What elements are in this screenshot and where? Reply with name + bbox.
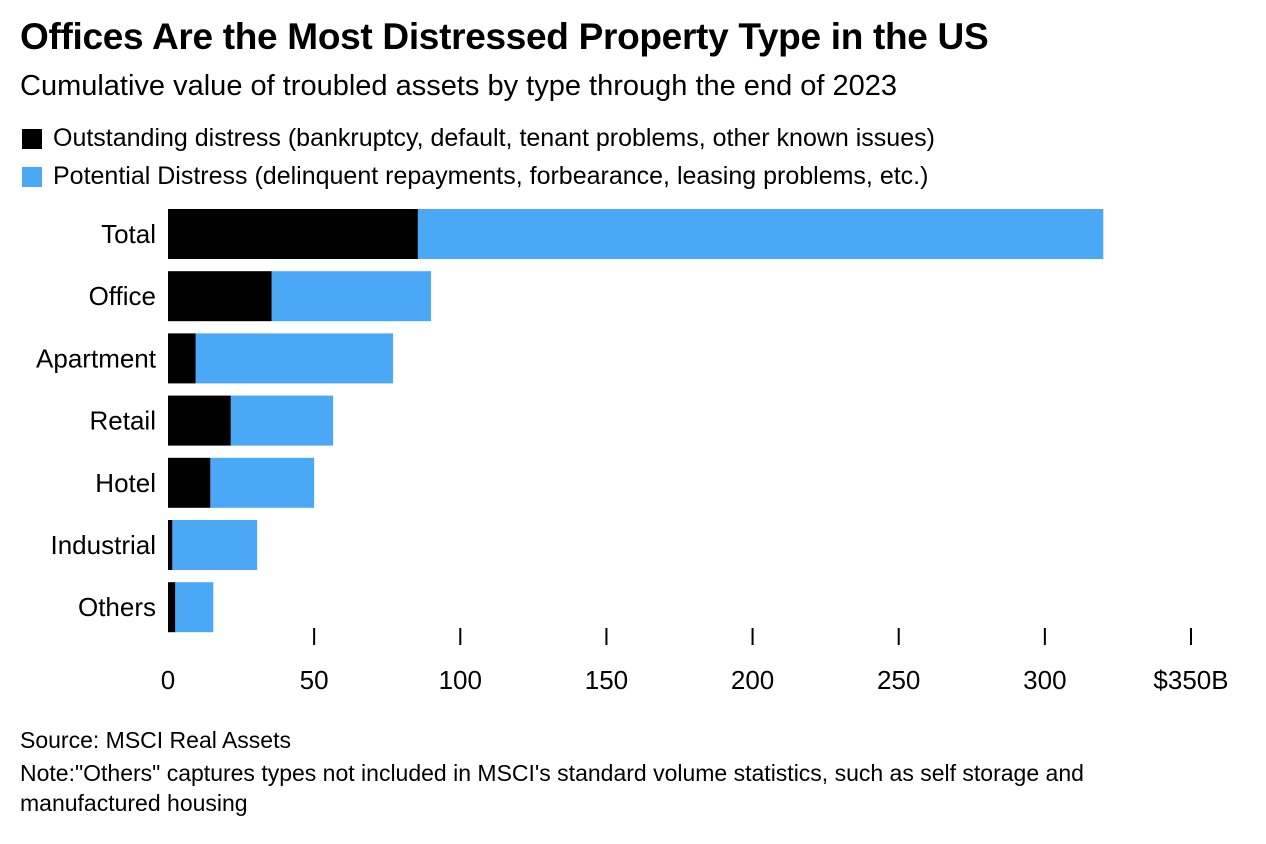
x-tick-label-100: 100 bbox=[439, 665, 482, 695]
x-tick-label-250: 250 bbox=[877, 665, 920, 695]
category-label-industrial: Industrial bbox=[51, 530, 157, 560]
bar-hotel-outstanding bbox=[168, 457, 211, 508]
x-tick-label-300: 300 bbox=[1023, 665, 1066, 695]
bar-retail-potential bbox=[230, 395, 334, 446]
chart-subtitle: Cumulative value of troubled assets by t… bbox=[20, 70, 898, 102]
bar-office-potential bbox=[271, 271, 432, 322]
category-label-apartment: Apartment bbox=[36, 343, 157, 373]
legend-item-outstanding: Outstanding distress (bankruptcy, defaul… bbox=[22, 124, 935, 153]
bar-others-outstanding bbox=[168, 582, 176, 633]
bar-apartment-outstanding bbox=[168, 333, 196, 384]
x-tick-label-200: 200 bbox=[731, 665, 774, 695]
bar-industrial-potential bbox=[172, 520, 258, 570]
bar-apartment-potential bbox=[195, 333, 394, 384]
chart-title: Offices Are the Most Distressed Property… bbox=[20, 16, 989, 57]
legend-swatch-potential bbox=[22, 166, 42, 187]
legend-label-outstanding: Outstanding distress (bankruptcy, defaul… bbox=[53, 124, 935, 152]
legend-item-potential: Potential Distress (delinquent repayment… bbox=[22, 162, 928, 191]
bar-industrial-outstanding bbox=[168, 520, 173, 570]
bar-retail-outstanding bbox=[168, 395, 231, 446]
category-label-others: Others bbox=[78, 592, 156, 622]
x-tick-label-350: $350B bbox=[1153, 665, 1228, 695]
category-label-total: Total bbox=[101, 219, 156, 249]
legend-swatch-outstanding bbox=[22, 128, 42, 149]
x-tick-label-50: 50 bbox=[300, 665, 329, 695]
bar-hotel-potential bbox=[210, 457, 315, 508]
x-tick-label-0: 0 bbox=[161, 665, 175, 695]
x-tick-label-150: 150 bbox=[585, 665, 628, 695]
source-note: Source: MSCI Real Assets bbox=[20, 727, 291, 753]
bar-office-outstanding bbox=[168, 271, 272, 322]
footnote: Note:"Others" captures types not include… bbox=[20, 760, 1084, 816]
legend-label-potential: Potential Distress (delinquent repayment… bbox=[53, 162, 929, 190]
category-label-office: Office bbox=[89, 281, 156, 311]
bar-total-potential bbox=[417, 209, 1104, 259]
bar-total-outstanding bbox=[168, 209, 418, 259]
bar-others-potential bbox=[175, 582, 214, 633]
category-label-hotel: Hotel bbox=[95, 468, 156, 498]
category-label-retail: Retail bbox=[90, 406, 156, 436]
bar-chart: Total Office Apartment Retail Hotel Industria… bbox=[36, 209, 1229, 695]
